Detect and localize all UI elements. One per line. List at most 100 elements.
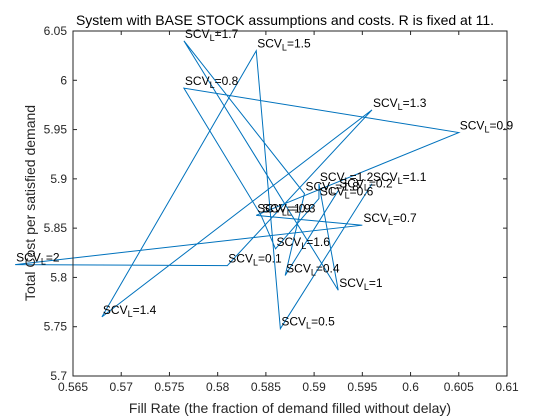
annotation-subscript: L [484, 125, 489, 135]
annotation-base: SCV [257, 201, 282, 215]
annotation-subscript: L [282, 43, 287, 53]
x-tick-label: 0.585 [251, 380, 281, 394]
x-tick-label: 0.58 [206, 380, 230, 394]
annotation-base: SCV [363, 211, 388, 225]
y-tick-label: 6.05 [44, 24, 68, 38]
annotation-subscript: L [398, 176, 403, 186]
annotation-base: SCV [320, 185, 345, 199]
chart-title: System with BASE STOCK assumptions and c… [76, 12, 494, 28]
annotation-base: SCV [262, 201, 287, 215]
plot-area [73, 31, 507, 376]
x-tick-label: 0.605 [444, 380, 474, 394]
y-axis-label: Total Cost per satisfied demand [22, 105, 38, 301]
y-tick-label: 5.75 [44, 320, 68, 334]
annotation-subscript: L [398, 102, 403, 112]
point-annotation: SCVL=0.8 [185, 74, 239, 90]
annotation-value: =0.6 [350, 185, 374, 199]
x-tick-label: 0.59 [302, 380, 326, 394]
series-layer [15, 40, 461, 331]
annotation-subscript: L [345, 176, 350, 186]
x-tick-label: 0.565 [58, 380, 88, 394]
annotation-subscript: L [306, 321, 311, 331]
point-annotation: SCVL=0.4 [286, 261, 340, 277]
point-annotation: SCVL=1.8 [305, 180, 359, 196]
annotation-subscript: L [330, 186, 335, 196]
y-tick-label: 5.7 [50, 369, 67, 383]
annotation-base: SCV [281, 315, 306, 329]
x-tick-labels: 0.565 0.57 0.575 0.58 0.585 0.59 0.595 0.6 0.605… [58, 380, 519, 394]
annotation-base: SCV [286, 261, 311, 275]
annotation-base: SCV [339, 276, 364, 290]
point-annotation: SCVL=1.7 [185, 27, 239, 43]
annotation-subscript: L [287, 207, 292, 217]
annotation-value: =0.1 [258, 252, 282, 266]
annotation-base: SCV [228, 252, 253, 266]
axes-box [72, 30, 508, 377]
annotation-subscript: L [311, 267, 316, 277]
y-tick-label: 5.95 [44, 123, 68, 137]
annotation-value: =1.6 [306, 235, 330, 249]
x-tick-label: 0.57 [110, 380, 134, 394]
annotation-subscript: L [41, 257, 46, 267]
annotation-value: =1.2 [350, 170, 374, 184]
annotation-value: =1.3 [403, 96, 427, 110]
point-annotation: SCVL=1.2 [320, 170, 374, 186]
annotation-subscript: L [345, 191, 350, 201]
annotation-base: SCV [16, 251, 41, 265]
point-annotation: SCVL=0.2 [339, 177, 393, 193]
annotations-layer: SCVL=0.2SCVL=0.4SCVL=1.8SCVL=1.7SCVL=1SC… [16, 27, 513, 331]
point-annotation: SCVL=0.7 [363, 211, 417, 227]
point-annotation: SCVL=2 [16, 251, 60, 267]
annotation-value: =0.2 [369, 177, 393, 191]
annotation-base: SCV [257, 37, 282, 51]
point-annotation: SCVL=1.6 [277, 235, 331, 251]
x-tick-label: 0.6 [402, 380, 419, 394]
x-axis-label: Fill Rate (the fraction of demand filled… [129, 400, 451, 416]
point-annotation: SCVL=1.9 [257, 201, 311, 217]
point-annotation: SCVL=0.1 [228, 252, 282, 268]
annotation-base: SCV [185, 27, 210, 41]
point-annotation: SCVL=1.1 [373, 170, 427, 186]
annotation-base: SCV [305, 180, 330, 194]
annotation-value: =1.5 [287, 37, 311, 51]
annotation-base: SCV [373, 96, 398, 110]
annotation-base: SCV [185, 74, 210, 88]
annotation-value: =2 [46, 251, 60, 265]
y-tick-label: 5.8 [50, 270, 67, 284]
x-tick-label: 0.575 [154, 380, 184, 394]
annotation-value: =1 [369, 276, 383, 290]
annotation-value: =1.7 [215, 27, 239, 41]
point-annotation: SCVL=1.5 [257, 37, 311, 53]
annotation-subscript: L [253, 258, 258, 268]
annotation-subscript: L [364, 282, 369, 292]
point-annotation: SCVL=1.4 [103, 303, 157, 319]
point-annotation: SCVL=0.3 [262, 201, 316, 217]
point-annotation: SCVL=1 [339, 276, 383, 292]
annotation-subscript: L [128, 309, 133, 319]
annotation-base: SCV [277, 235, 302, 249]
annotation-value: =1.4 [133, 303, 157, 317]
axes-layer [72, 30, 508, 377]
x-tick-label: 0.595 [347, 380, 377, 394]
annotation-base: SCV [320, 170, 345, 184]
annotation-value: =0.5 [311, 315, 335, 329]
annotation-value: =1.1 [403, 170, 427, 184]
annotation-subscript: L [364, 183, 369, 193]
annotation-subscript: L [282, 207, 287, 217]
annotation-value: =0.9 [489, 119, 513, 133]
y-tick-label: 6 [60, 73, 67, 87]
annotation-value: =0.3 [292, 201, 316, 215]
y-tick-labels: 5.7 5.75 5.8 5.85 5.9 5.95 6 6.05 [44, 24, 68, 383]
annotation-subscript: L [301, 241, 306, 251]
annotation-value: =1.9 [287, 201, 311, 215]
y-tick-label: 5.9 [50, 172, 67, 186]
x-tick-label: 0.61 [495, 380, 519, 394]
annotation-base: SCV [460, 119, 485, 133]
series-line [15, 40, 461, 331]
point-annotation: SCVL=0.6 [320, 185, 374, 201]
annotation-base: SCV [339, 177, 364, 191]
annotation-value: =0.8 [215, 74, 239, 88]
annotation-value: =1.8 [335, 180, 359, 194]
annotation-value: =0.4 [316, 261, 340, 275]
